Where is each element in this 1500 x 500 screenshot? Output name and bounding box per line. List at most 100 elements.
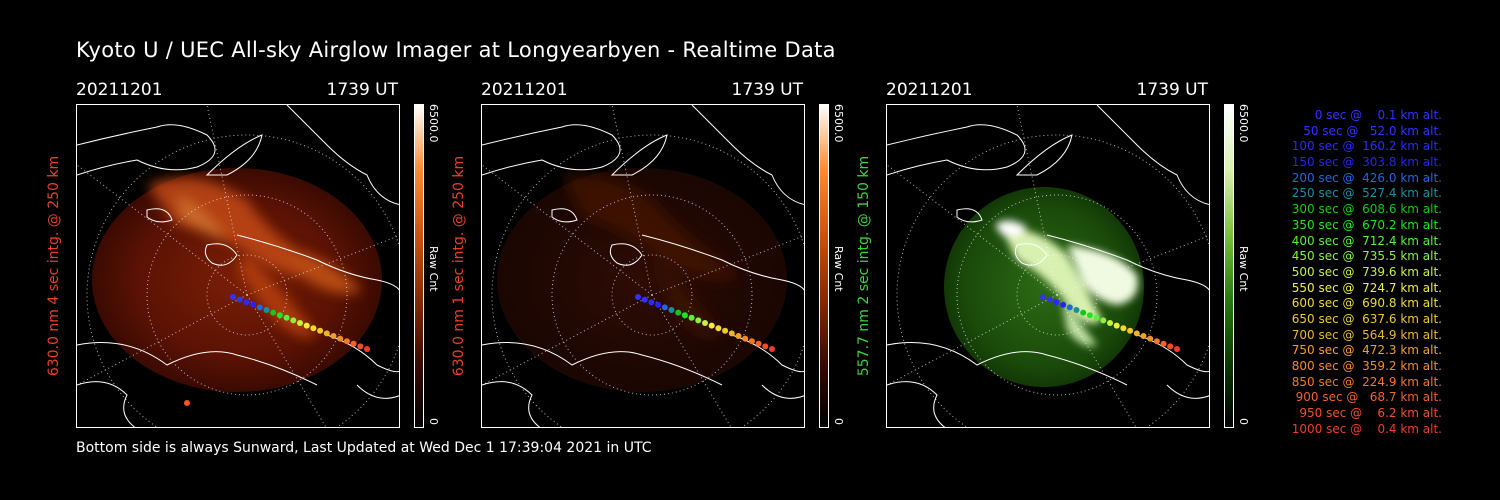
legend-row: 100 sec @ 160.2 km alt. — [1291, 139, 1442, 154]
legend-row: 150 sec @ 303.8 km alt. — [1291, 155, 1442, 170]
colorbar — [1224, 104, 1234, 428]
trajectory-point — [1174, 346, 1180, 352]
trajectory-point — [668, 307, 675, 313]
trajectory-point — [735, 333, 742, 339]
airglow-panel-557-2s: 20211201 1739 UT — [856, 80, 1286, 430]
trajectory-point — [1153, 338, 1160, 345]
colorbar-max-label: 6500.0 — [427, 104, 440, 143]
trajectory-point — [276, 312, 283, 319]
legend-row: 350 sec @ 670.2 km alt. — [1291, 217, 1442, 232]
legend-row: 450 sec @ 735.5 km alt. — [1291, 249, 1442, 264]
trajectory-point — [681, 312, 688, 319]
trajectory-point — [330, 333, 337, 339]
trajectory-point — [675, 309, 682, 316]
colorbar-min-label: 0 — [832, 418, 845, 425]
trajectory-point — [1093, 314, 1100, 321]
legend-row: 300 sec @ 608.6 km alt. — [1291, 202, 1442, 217]
trajectory-point — [303, 322, 310, 329]
panel-time: 1739 UT — [326, 80, 399, 100]
trajectory-point — [270, 309, 277, 316]
trajectory-point — [695, 317, 702, 324]
trajectory-point — [748, 338, 755, 345]
legend-row: 50 sec @ 52.0 km alt. — [1303, 123, 1442, 138]
satellite-trajectory — [230, 294, 370, 352]
trajectory-point — [1080, 309, 1087, 316]
allsky-map — [887, 105, 1209, 427]
trajectory-point — [755, 340, 762, 347]
satellite-trajectory — [1040, 294, 1180, 352]
trajectory-point — [236, 296, 243, 303]
trajectory-point — [1120, 325, 1127, 332]
page-title: Kyoto U / UEC All-sky Airglow Imager at … — [76, 38, 836, 62]
coastline — [77, 105, 399, 427]
legend-row: 600 sec @ 690.8 km alt. — [1291, 296, 1442, 311]
grid-lines — [887, 105, 1209, 427]
trajectory-point — [688, 314, 695, 321]
aurora-emission — [995, 220, 1138, 346]
legend-row: 550 sec @ 724.7 km alt. — [1291, 280, 1442, 295]
trajectory-point — [715, 325, 722, 332]
legend-row: 950 sec @ 6.2 km alt. — [1299, 406, 1442, 421]
trajectory-point — [364, 346, 370, 352]
trajectory-point — [1140, 333, 1147, 339]
update-footer: Bottom side is always Sunward, Last Upda… — [76, 440, 652, 456]
trajectory-point — [1053, 299, 1060, 306]
panel-ylabel: 630.0 nm 4 sec intg. @ 250 km — [46, 155, 62, 377]
trajectory-point — [230, 294, 236, 300]
legend-row: 400 sec @ 712.4 km alt. — [1291, 233, 1442, 248]
trajectory-point — [742, 335, 749, 342]
colorbar-unit-label: Raw Cnt — [832, 246, 845, 292]
trajectory-point — [702, 320, 708, 326]
panel-ylabel: 630.0 nm 1 sec intg. @ 250 km — [451, 155, 467, 377]
trajectory-point — [1100, 317, 1107, 324]
trajectory-point — [350, 340, 357, 347]
trajectory-point — [317, 327, 324, 334]
legend-row: 800 sec @ 359.2 km alt. — [1291, 359, 1442, 373]
aurora-emission — [562, 174, 742, 338]
panel-date: 20211201 — [481, 80, 568, 100]
trajectory-point — [250, 301, 257, 308]
sky-disc — [944, 187, 1144, 387]
legend-row: 200 sec @ 426.0 km alt. — [1291, 170, 1442, 185]
trajectory-point — [290, 317, 297, 324]
legend-row: 700 sec @ 564.9 km alt. — [1291, 327, 1442, 342]
aurora-emission — [147, 177, 362, 338]
legend-row: 850 sec @ 224.9 km alt. — [1291, 374, 1442, 389]
trajectory-point — [762, 343, 769, 350]
trajectory-point — [323, 330, 330, 337]
legend-row: 900 sec @ 68.7 km alt. — [1295, 390, 1442, 405]
trajectory-point — [1066, 304, 1073, 311]
trajectory-point — [1167, 343, 1174, 350]
trajectory-point — [1046, 296, 1053, 303]
trajectory-point — [337, 335, 344, 342]
trajectory-point — [1086, 312, 1093, 319]
satellite-trajectory — [635, 294, 775, 352]
trajectory-point — [1160, 340, 1167, 347]
trajectory-point — [310, 325, 317, 332]
grid-lines — [482, 105, 804, 427]
allsky-image — [886, 104, 1210, 428]
colorbar-min-label: 0 — [427, 418, 440, 425]
trajectory-point — [1147, 335, 1154, 342]
trajectory-point — [1133, 330, 1140, 337]
trajectory-point — [722, 327, 729, 334]
trajectory-point — [769, 346, 775, 352]
legend-row: 650 sec @ 637.6 km alt. — [1291, 311, 1442, 326]
colorbar — [414, 104, 424, 428]
legend-row: 750 sec @ 472.3 km alt. — [1291, 343, 1442, 358]
trajectory-point — [655, 301, 662, 308]
panel-date: 20211201 — [886, 80, 973, 100]
grid-lines — [77, 105, 399, 427]
allsky-image — [481, 104, 805, 428]
panel-time: 1739 UT — [1136, 80, 1209, 100]
trajectory-point — [297, 320, 303, 326]
allsky-image — [76, 104, 400, 428]
panel-ylabel: 557.7 nm 2 sec intg. @ 150 km — [856, 155, 872, 377]
trajectory-point — [648, 299, 655, 306]
allsky-map — [77, 105, 399, 427]
trajectory-point — [243, 299, 250, 306]
legend-row: 500 sec @ 739.6 km alt. — [1291, 264, 1442, 279]
trajectory-point — [1073, 307, 1080, 313]
colorbar-min-label: 0 — [1237, 418, 1250, 425]
colorbar-max-label: 6500.0 — [832, 104, 845, 143]
